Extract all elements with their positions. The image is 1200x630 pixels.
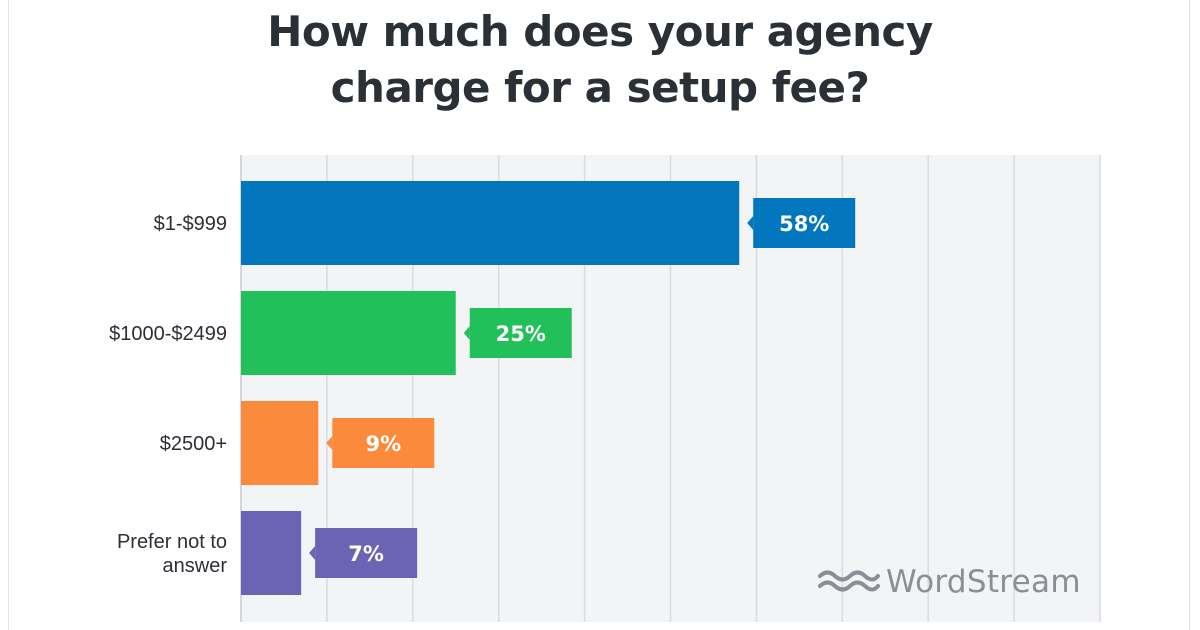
data-label: 9% (365, 432, 401, 456)
bar (241, 401, 319, 485)
data-label: 25% (496, 322, 546, 346)
data-label-callout: 9% (326, 418, 435, 468)
category-label-line: $1000-$2499 (109, 323, 227, 345)
chart-frame (8, 0, 1190, 630)
bar (241, 181, 740, 265)
data-label-pointer (326, 436, 333, 450)
chart-title-line-1: How much does your agency (267, 7, 933, 56)
wordstream-waves-icon (818, 570, 880, 592)
wordstream-logo-text: WordStream (886, 564, 1081, 600)
data-label-box (315, 528, 418, 578)
bar (241, 291, 456, 375)
category-label: $1000-$2499 (109, 323, 227, 345)
data-label-callout: 7% (309, 528, 418, 578)
bar (241, 511, 302, 595)
data-label-box (753, 198, 856, 248)
category-label-line: $2500+ (160, 433, 227, 455)
data-label: 58% (779, 212, 829, 236)
data-label-pointer (747, 216, 754, 230)
category-label: $2500+ (160, 433, 227, 455)
category-label: Prefer not to answer (117, 531, 227, 577)
chart-title: How much does your agency charge for a s… (0, 4, 1200, 116)
data-label: 7% (348, 542, 384, 566)
category-label-line: $1-$999 (154, 213, 227, 235)
data-label-pointer (309, 546, 316, 560)
data-label-callout: 58% (747, 198, 856, 248)
category-label-line: Prefer not to (117, 531, 227, 553)
data-label-box (332, 418, 435, 468)
category-label: $1-$999 (154, 213, 227, 235)
wordstream-logo: WordStream (818, 562, 1081, 602)
data-label-callout: 25% (463, 308, 572, 358)
data-label-box (469, 308, 572, 358)
chart-title-line-2: charge for a setup fee? (330, 63, 870, 112)
data-label-pointer (463, 326, 470, 340)
category-label-line: answer (163, 555, 228, 577)
